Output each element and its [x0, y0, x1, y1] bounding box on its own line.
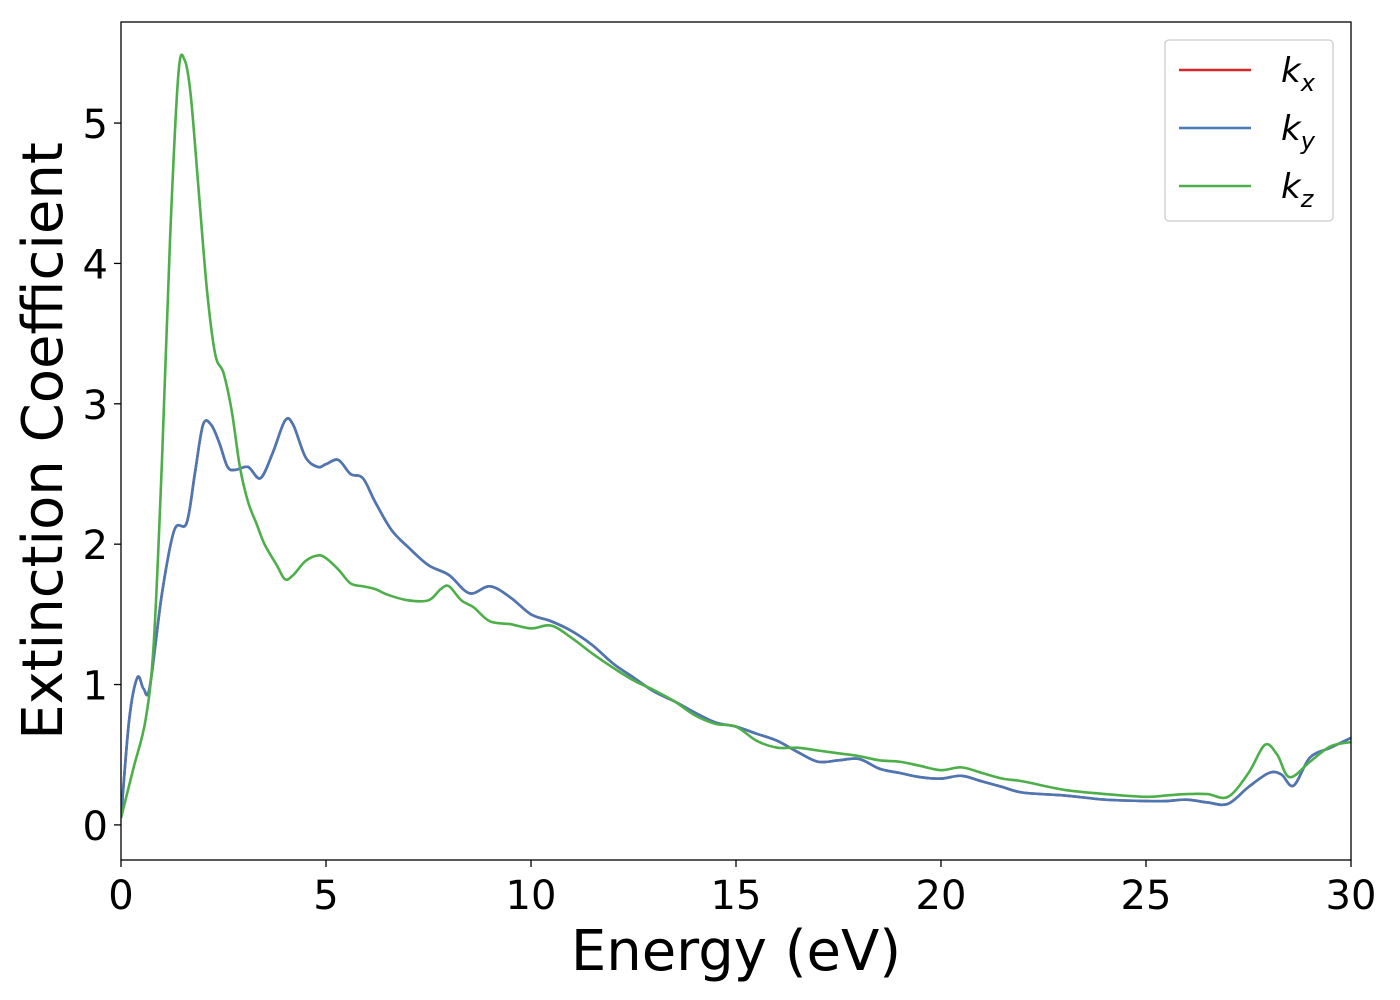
- x-axis-title: Energy (eV): [571, 919, 901, 984]
- x-tick-label: 20: [916, 873, 967, 919]
- x-tick-label: 5: [313, 873, 338, 919]
- series-line-ky: [121, 417, 1351, 818]
- x-tick-label: 10: [506, 873, 557, 919]
- plot-layer: [121, 53, 1351, 819]
- y-tick-label: 0: [83, 804, 108, 850]
- y-tick-label: 3: [83, 383, 108, 429]
- series-line-kz: [121, 53, 1351, 819]
- y-axis-title: Extinction Coefficient: [11, 142, 76, 740]
- axes-layer: 0 5 10 15 20 25 30 0 1 2 3 4 5: [83, 21, 1377, 919]
- series-line-kx: [121, 417, 1351, 818]
- legend: kx ky kz: [1164, 39, 1334, 222]
- y-tick-label: 2: [83, 523, 108, 569]
- y-tick-label: 5: [83, 102, 108, 148]
- x-tick-label: 15: [711, 873, 762, 919]
- legend-label-ky: ky: [1281, 109, 1316, 155]
- y-tick-label: 4: [83, 242, 108, 288]
- x-tick-label: 0: [108, 873, 133, 919]
- legend-label-kx: kx: [1281, 51, 1316, 97]
- legend-label-kz: kz: [1281, 167, 1315, 213]
- x-tick-label: 25: [1121, 873, 1172, 919]
- x-tick-label: 30: [1326, 873, 1377, 919]
- legend-box: [1164, 39, 1334, 222]
- y-tick-label: 1: [83, 664, 108, 710]
